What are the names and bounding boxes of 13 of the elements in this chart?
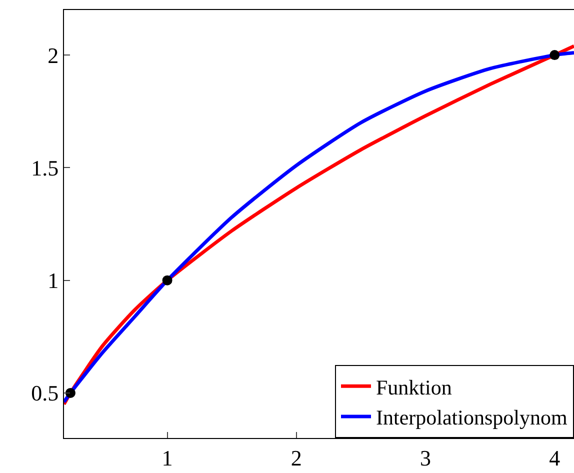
x-tick-label: 2 xyxy=(290,445,302,470)
y-tick-label: 2 xyxy=(48,42,59,68)
x-tick-label: 4 xyxy=(549,445,560,470)
point xyxy=(65,388,76,398)
y-tick-label: 0.5 xyxy=(31,380,59,406)
point xyxy=(550,50,560,60)
legend-label: Funktion xyxy=(376,375,452,400)
point xyxy=(162,275,172,286)
x-tick-label: 3 xyxy=(420,445,432,470)
y-tick-label: 1.5 xyxy=(31,155,59,180)
x-tick-label: 1 xyxy=(162,445,173,470)
legend-label: Interpolationspolynom xyxy=(376,406,568,430)
y-tick-label: 1 xyxy=(48,268,59,294)
